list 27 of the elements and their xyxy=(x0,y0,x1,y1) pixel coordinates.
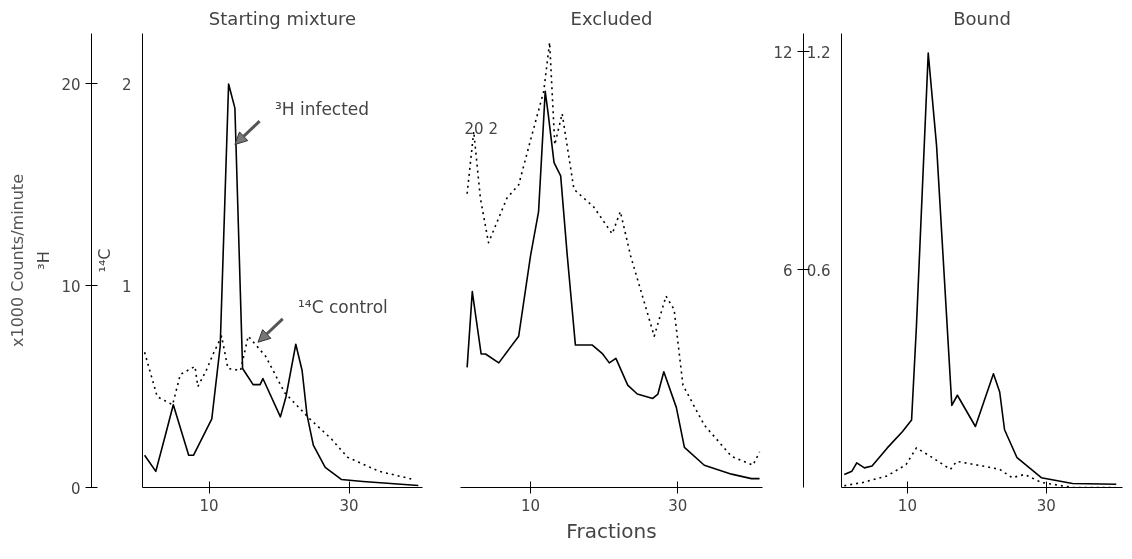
text: x1000 Counts/minute xyxy=(7,174,27,347)
x-axis-title: Fractions xyxy=(566,518,657,543)
line-series xyxy=(843,52,1118,486)
x-tick-label: 30 xyxy=(1036,496,1056,515)
y2-tick-label: 1 xyxy=(121,277,132,296)
x-tick-label: 30 xyxy=(339,496,359,515)
y-axis-title: ³H xyxy=(34,251,54,270)
chart-title: Starting mixture xyxy=(208,7,357,29)
y-tick-label: 12 xyxy=(773,43,793,62)
y2-tick-label: 1.2 xyxy=(806,43,831,62)
y-tick-label: 10 xyxy=(61,277,81,296)
x-tick-label: 30 xyxy=(668,496,688,515)
annotation: ³H infected xyxy=(274,99,370,120)
y2-tick-label: 2 xyxy=(121,75,132,94)
y-tick-label: 6 xyxy=(782,261,793,280)
x-tick-label: 10 xyxy=(897,496,917,515)
y-tick-label: 20 xyxy=(61,75,81,94)
y2-axis-title: ¹⁴C xyxy=(94,248,114,273)
annotation: ¹⁴C control xyxy=(298,297,388,318)
chart-title: Bound xyxy=(953,7,1011,29)
chart-title: Excluded xyxy=(570,7,653,29)
x-tick-label: 10 xyxy=(520,496,541,515)
annotation: 2 xyxy=(488,119,499,138)
y2-tick-label: 0.6 xyxy=(806,261,831,280)
x-tick-label: 10 xyxy=(199,496,219,515)
annotation: 20 xyxy=(464,119,484,138)
y-tick-label: 0 xyxy=(70,479,81,498)
